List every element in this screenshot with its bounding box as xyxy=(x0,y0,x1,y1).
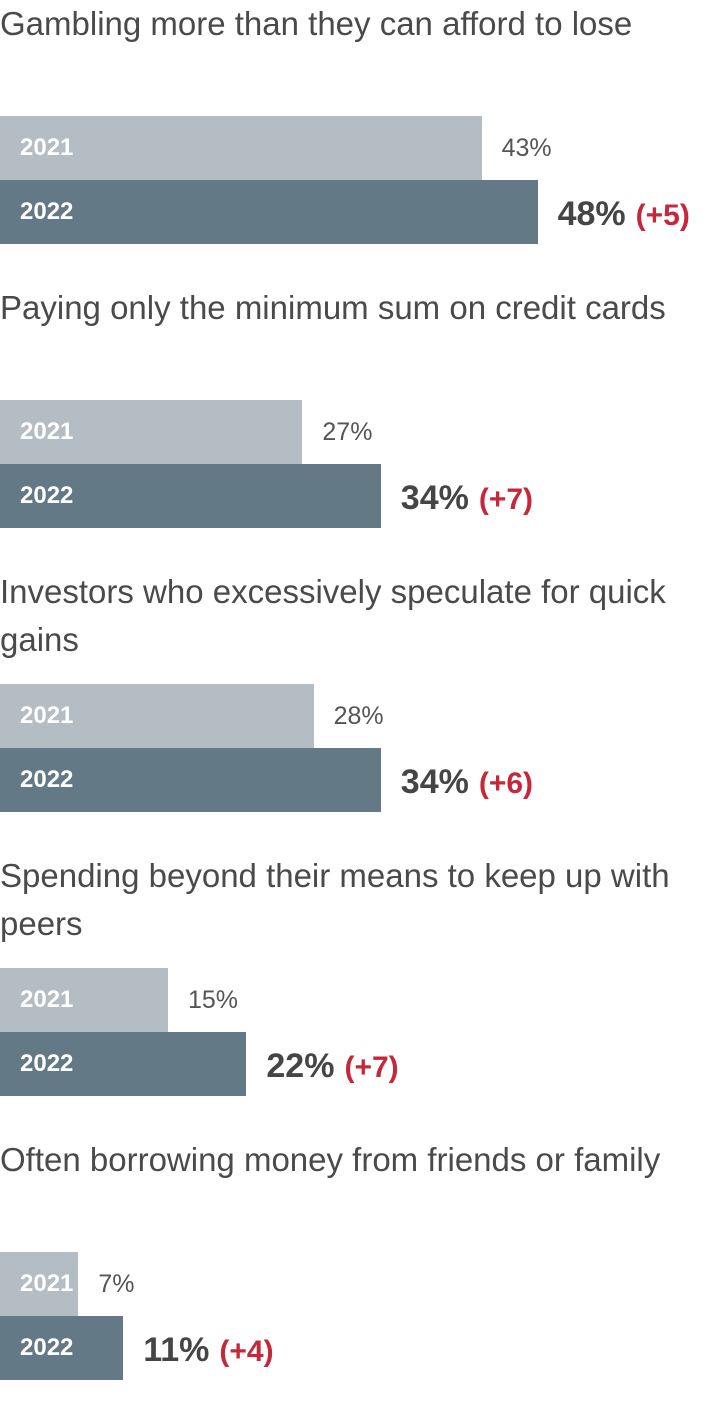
bar-2022: 2022 xyxy=(0,748,381,812)
change-label: (+4) xyxy=(219,1335,274,1368)
change-label: (+6) xyxy=(478,767,534,800)
value-text: 28% xyxy=(333,702,384,730)
value-text: 34% xyxy=(400,763,469,801)
category-label: Often borrowing money from friends or fa… xyxy=(0,1141,661,1178)
bar-2021: 2021 xyxy=(0,968,168,1032)
series-label-2021: 2021 xyxy=(20,134,74,161)
value-label-2021: 7% xyxy=(98,1252,134,1316)
bar-2021: 2021 xyxy=(0,684,314,748)
category-group: Investors who excessively speculate for … xyxy=(0,568,710,852)
value-label-2021: 27% xyxy=(322,400,372,464)
series-label-2022: 2022 xyxy=(20,1050,74,1077)
change-label: (+7) xyxy=(478,483,534,516)
bar-2022: 2022 xyxy=(0,1316,124,1380)
category-group: Often borrowing money from friends or fa… xyxy=(0,1136,710,1420)
chart: Gambling more than they can afford to lo… xyxy=(0,0,710,1380)
value-label-2022: 22% (+7) xyxy=(266,1032,398,1100)
value-label-2021: 43% xyxy=(502,116,552,180)
value-text: 34% xyxy=(400,479,469,517)
series-label-2021: 2021 xyxy=(20,986,74,1013)
bar-2021: 2021 xyxy=(0,116,482,180)
bar-2022: 2022 xyxy=(0,464,381,528)
value-label-2021: 28% xyxy=(334,684,384,748)
series-label-2021: 2021 xyxy=(20,418,74,445)
value-text: 11% xyxy=(143,1331,210,1369)
value-label-2022: 48% (+5) xyxy=(558,180,690,248)
value-label-2022: 34% (+6) xyxy=(401,748,533,816)
value-text: 43% xyxy=(501,134,552,162)
category-group: Paying only the minimum sum on credit ca… xyxy=(0,284,710,568)
series-label-2022: 2022 xyxy=(20,1334,74,1361)
value-label-2021: 15% xyxy=(188,968,238,1032)
series-label-2022: 2022 xyxy=(20,198,74,225)
series-label-2021: 2021 xyxy=(20,1270,74,1297)
category-group: Gambling more than they can afford to lo… xyxy=(0,0,710,284)
category-label: Spending beyond their means to keep up w… xyxy=(0,857,670,942)
series-label-2022: 2022 xyxy=(20,482,74,509)
series-label-2022: 2022 xyxy=(20,766,74,793)
bar-2021: 2021 xyxy=(0,400,303,464)
bar-2022: 2022 xyxy=(0,180,538,244)
category-label: Gambling more than they can afford to lo… xyxy=(0,5,633,42)
category-label: Paying only the minimum sum on credit ca… xyxy=(0,289,666,326)
category-label: Investors who excessively speculate for … xyxy=(0,573,666,658)
bar-2022: 2022 xyxy=(0,1032,247,1096)
value-text: 7% xyxy=(98,1270,135,1298)
value-label-2022: 34% (+7) xyxy=(401,464,533,532)
value-label-2022: 11% (+4) xyxy=(143,1316,273,1384)
change-label: (+7) xyxy=(344,1051,399,1084)
value-text: 22% xyxy=(266,1047,335,1085)
category-group: Spending beyond their means to keep up w… xyxy=(0,852,710,1136)
change-label: (+5) xyxy=(635,199,690,232)
value-text: 27% xyxy=(322,418,373,446)
bar-2021: 2021 xyxy=(0,1252,79,1316)
series-label-2021: 2021 xyxy=(20,702,74,729)
value-text: 48% xyxy=(557,195,626,233)
value-text: 15% xyxy=(188,986,239,1014)
